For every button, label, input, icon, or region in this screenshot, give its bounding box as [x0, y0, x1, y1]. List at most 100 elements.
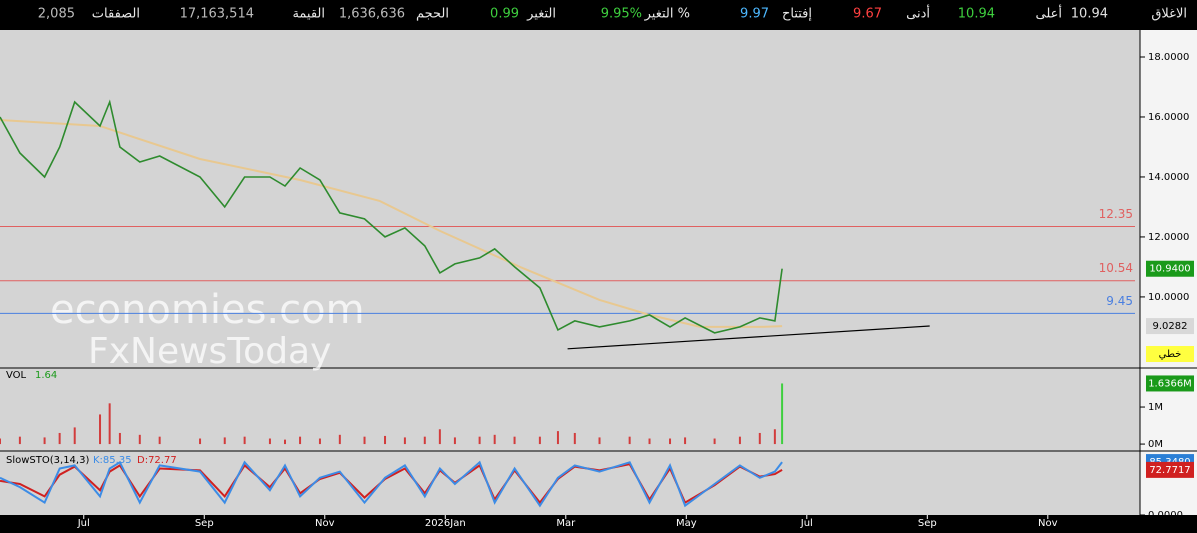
watermark: FxNewsToday — [88, 331, 331, 372]
volume-bar — [573, 432, 576, 445]
header-value: 2,085 — [38, 7, 75, 22]
panel-title: SlowSTO(3,14,3) — [6, 455, 89, 466]
volume-bar — [478, 436, 481, 445]
price-tag — [1146, 461, 1194, 478]
x-tick-label: May — [676, 518, 697, 529]
header-label: التغير % — [644, 7, 690, 22]
volume-bar — [118, 432, 121, 445]
header-label: الصفقات — [92, 7, 140, 22]
volume-bar — [223, 437, 226, 445]
series-line — [0, 460, 783, 508]
y-tick-label: 12.0000 — [1148, 232, 1189, 243]
x-tick-label: Nov — [315, 518, 335, 529]
x-tick-label: Jul — [77, 518, 90, 529]
header-label: أعلى — [1035, 5, 1062, 22]
y-tick-label: 14.0000 — [1148, 172, 1189, 183]
header-value: 10.94 — [1071, 7, 1108, 22]
watermark: economies.com — [50, 287, 365, 333]
y-tick-label: 18.0000 — [1148, 52, 1189, 63]
header-value: 17,163,514 — [180, 7, 254, 22]
header-value: 0.99 — [490, 7, 519, 22]
x-tick-label: Jul — [800, 518, 813, 529]
style-tag — [1146, 346, 1194, 362]
price-tag-label: 1.6366M — [1148, 378, 1192, 389]
y-tick-label: 1M — [1148, 402, 1163, 413]
volume-bar — [384, 435, 387, 445]
panel-title: VOL — [6, 370, 27, 381]
x-tick-label: 2026Jan — [425, 518, 466, 529]
header-label: إفتتاح — [782, 7, 812, 22]
volume-bar — [363, 436, 366, 445]
y-tick-label: 10.0000 — [1148, 292, 1189, 303]
volume-bar — [158, 436, 161, 445]
volume-bar — [648, 438, 651, 445]
volume-bar — [268, 438, 271, 445]
level-label: 9.45 — [1106, 294, 1133, 308]
y-tick-label: 0.0000 — [1148, 510, 1183, 521]
style-tag-label: خطي — [1159, 349, 1182, 360]
price-tag — [1146, 260, 1194, 277]
volume-bar — [0, 438, 1, 445]
header-value: 1,636,636 — [339, 7, 405, 22]
level-label: 10.54 — [1099, 261, 1133, 275]
volume-bar — [538, 436, 541, 445]
volume-bar — [73, 427, 76, 445]
volume-bar — [738, 436, 741, 445]
volume-bar — [628, 436, 631, 445]
series-line — [0, 99, 783, 334]
y-tick-label: 16.0000 — [1148, 112, 1189, 123]
price-tag-label: 9.0282 — [1153, 321, 1188, 332]
volume-bar — [284, 439, 286, 445]
volume-bar — [713, 438, 716, 445]
x-tick-label: Sep — [195, 518, 214, 529]
volume-bar — [108, 403, 111, 445]
volume-bar — [58, 432, 61, 445]
volume-bar — [438, 429, 441, 445]
volume-bar — [318, 438, 321, 445]
trendline — [567, 325, 930, 350]
header-label: الاغلاق — [1151, 7, 1187, 22]
header-label: التغير — [526, 7, 556, 22]
header-label: أدنى — [906, 5, 930, 22]
volume-bar — [513, 436, 516, 445]
volume-bar — [453, 437, 456, 445]
volume-bar — [493, 434, 496, 445]
volume-bar — [199, 438, 202, 445]
level-label: 12.35 — [1099, 207, 1133, 221]
plot-bg — [0, 30, 1140, 515]
x-tick-label: Nov — [1038, 518, 1058, 529]
volume-bar — [669, 438, 672, 445]
header-value: 10.94 — [958, 7, 995, 22]
volume-bar — [781, 383, 784, 445]
y-tick-label: 0M — [1148, 439, 1163, 450]
x-tick-label: Sep — [918, 518, 937, 529]
legend-entry: D:72.77 — [137, 455, 177, 466]
volume-bar — [299, 436, 302, 445]
volume-bar — [556, 431, 559, 445]
legend-entry: K:85.35 — [93, 455, 132, 466]
volume-bar — [758, 432, 761, 445]
price-tag-label: 10.9400 — [1149, 264, 1190, 275]
price-tag-label: 72.7717 — [1149, 465, 1190, 476]
header-value: 9.95% — [601, 7, 642, 22]
x-tick-label: Mar — [556, 518, 576, 529]
volume-bar — [423, 436, 426, 445]
volume-bar — [43, 437, 46, 445]
header-value: 9.67 — [853, 7, 882, 22]
header-value: 9.97 — [740, 7, 769, 22]
price-tag — [1146, 318, 1194, 335]
volume-bar — [684, 437, 687, 445]
series-line — [0, 119, 783, 328]
panel-value: 1.64 — [35, 370, 57, 381]
volume-bar — [338, 434, 341, 445]
time-axis-bg — [0, 515, 1197, 533]
volume-bar — [138, 434, 141, 445]
volume-bar — [403, 437, 406, 445]
volume-bar — [773, 429, 776, 445]
volume-bar — [598, 437, 601, 445]
price-tag — [1146, 375, 1194, 392]
header-label: الحجم — [416, 7, 449, 22]
header-label: القيمة — [292, 7, 325, 22]
volume-bar — [18, 436, 21, 445]
